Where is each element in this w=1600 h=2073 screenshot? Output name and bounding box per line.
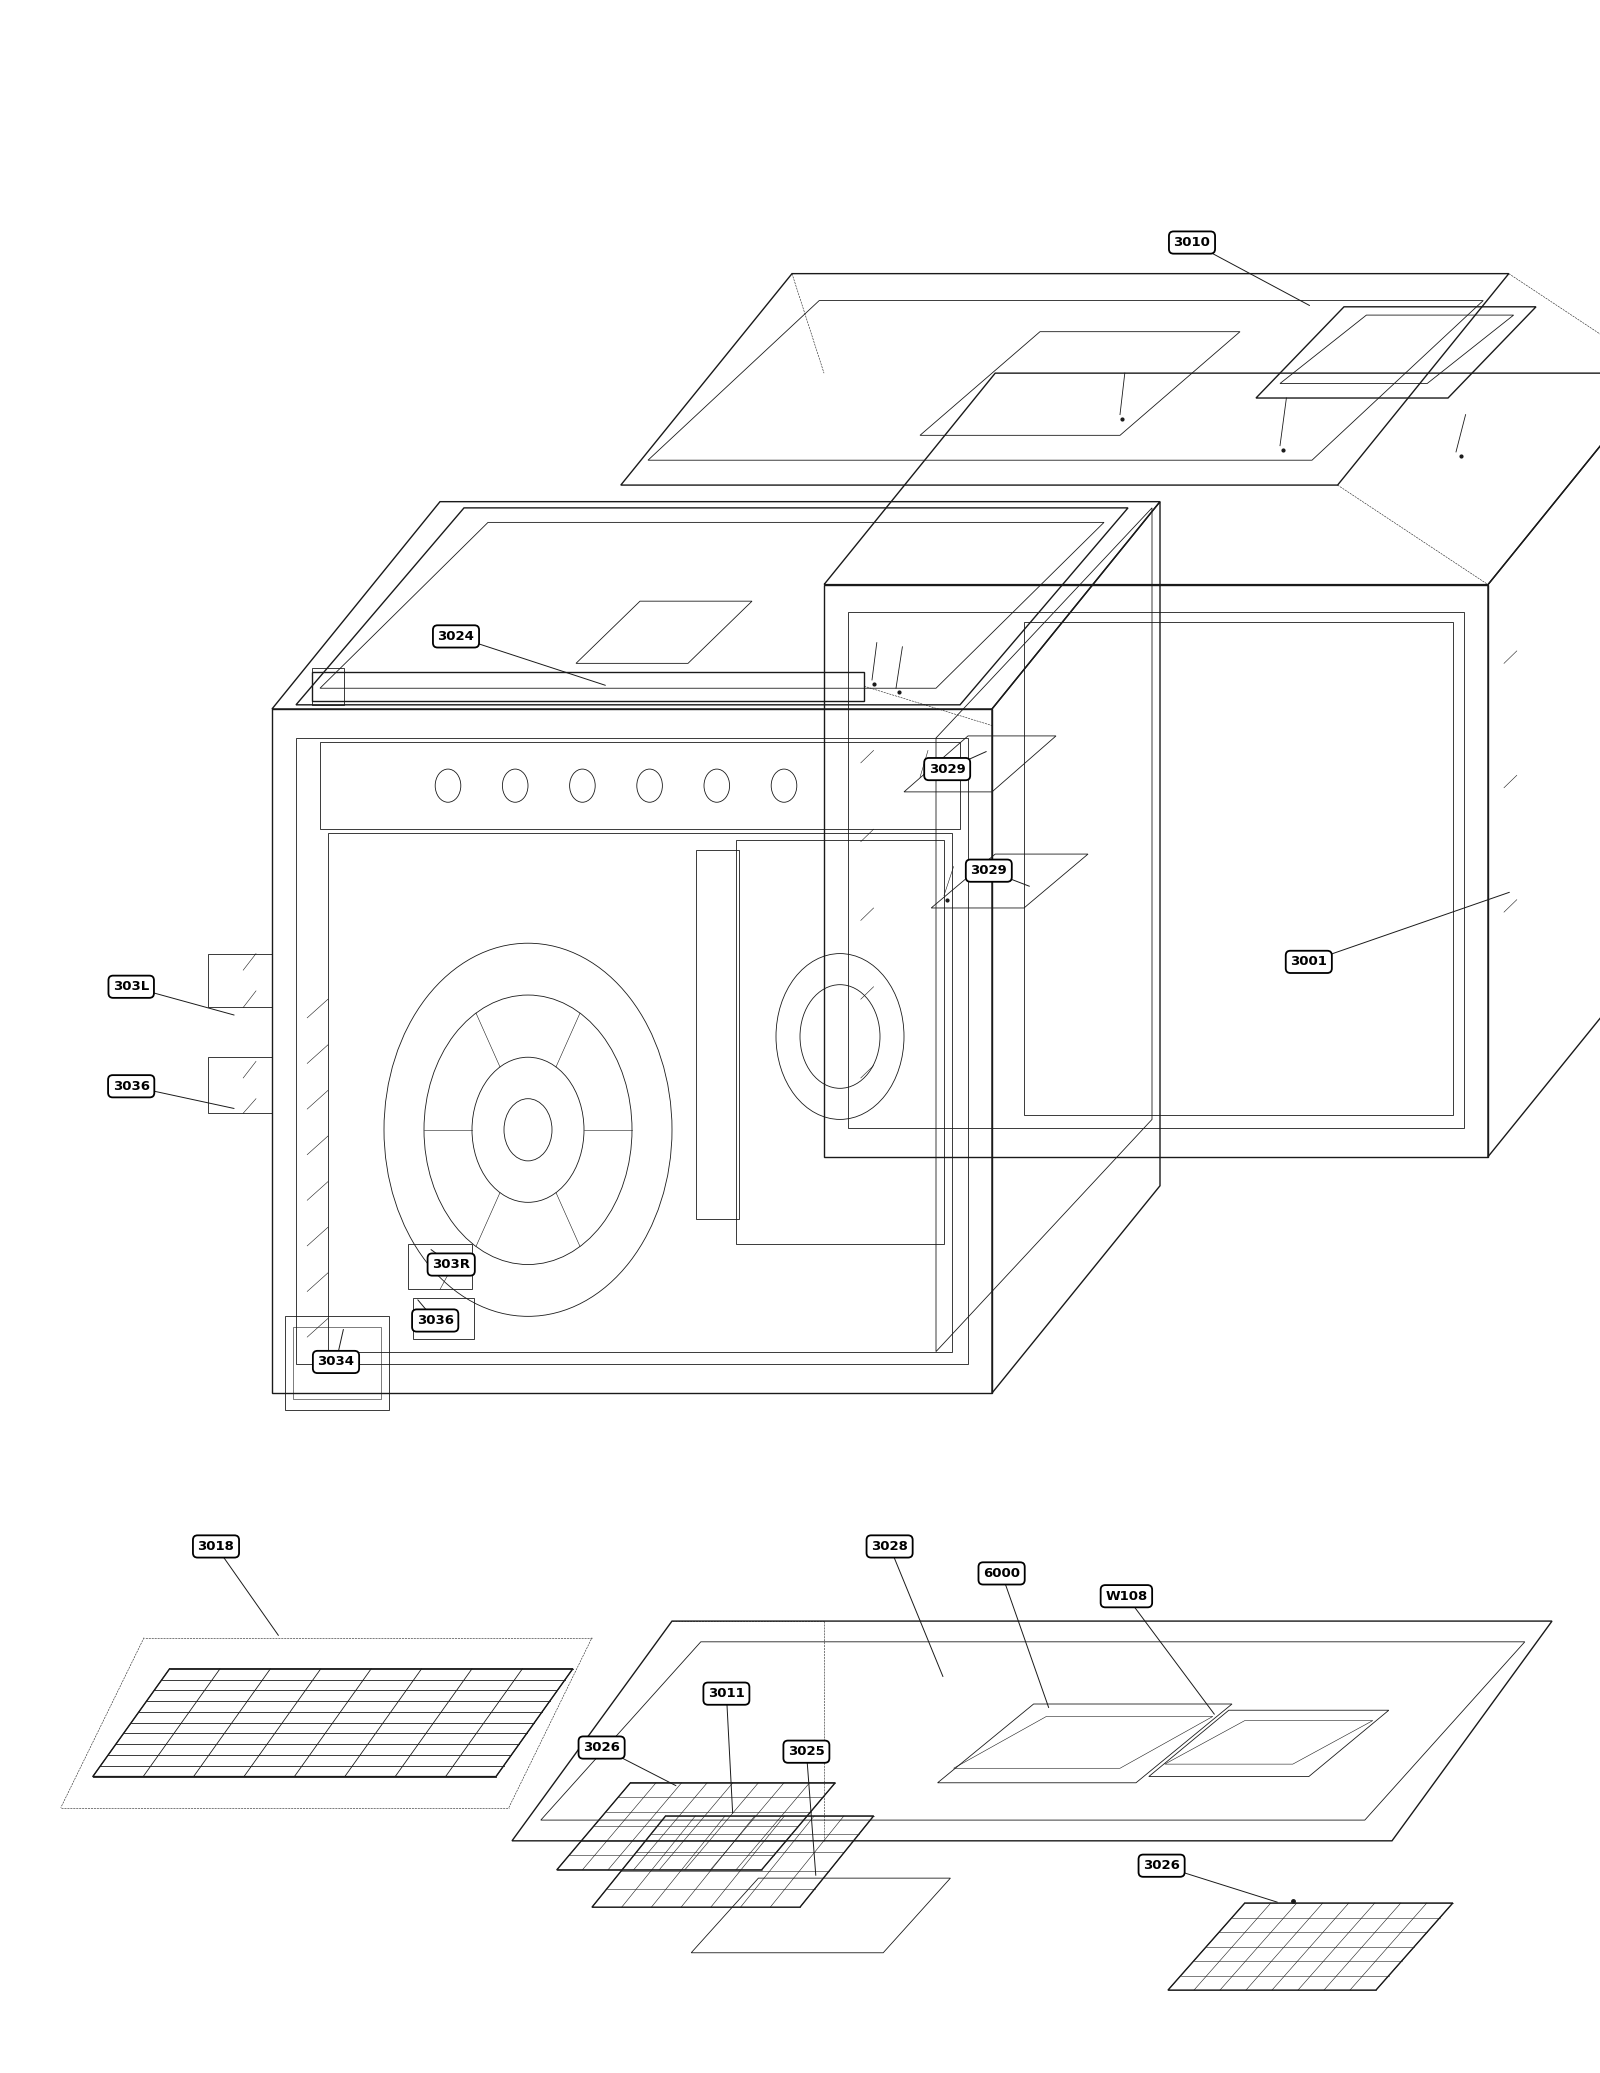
Text: 3001: 3001 — [1290, 956, 1328, 968]
Text: 3024: 3024 — [437, 630, 475, 643]
Text: 3036: 3036 — [416, 1314, 454, 1327]
Text: 3026: 3026 — [1142, 1859, 1181, 1872]
Text: 303L: 303L — [114, 981, 149, 993]
Text: 3028: 3028 — [870, 1540, 909, 1553]
Text: 6000: 6000 — [982, 1567, 1021, 1580]
Text: 3011: 3011 — [709, 1687, 744, 1700]
Text: 3025: 3025 — [789, 1745, 824, 1758]
Text: 3010: 3010 — [1173, 236, 1211, 249]
Text: 3029: 3029 — [930, 763, 965, 775]
Text: 3018: 3018 — [197, 1540, 235, 1553]
Text: W108: W108 — [1106, 1590, 1147, 1602]
Text: 303R: 303R — [432, 1258, 470, 1271]
Text: 3036: 3036 — [112, 1080, 150, 1092]
Text: 3026: 3026 — [582, 1741, 621, 1754]
Text: 3029: 3029 — [971, 864, 1006, 877]
Text: 3034: 3034 — [317, 1356, 355, 1368]
